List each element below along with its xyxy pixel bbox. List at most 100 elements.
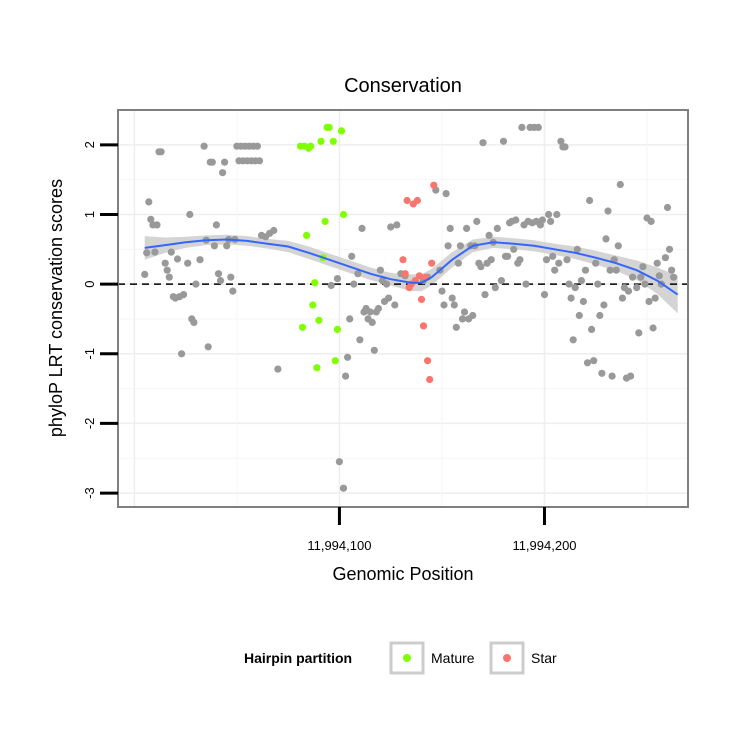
data-point-other: [577, 277, 586, 285]
data-point-other: [374, 304, 382, 313]
data-point-other: [542, 256, 551, 264]
data-point-other: [145, 198, 153, 206]
plot-border: [117, 109, 689, 508]
data-point-other: [438, 287, 446, 295]
data-point-other: [446, 224, 454, 232]
data-point-other: [212, 221, 220, 229]
data-point-other: [385, 294, 393, 302]
data-point-other: [165, 273, 173, 281]
data-point-other: [637, 273, 645, 281]
data-point-other: [602, 235, 610, 243]
data-point-other: [571, 284, 579, 292]
data-point-other: [553, 210, 561, 219]
y-tick-label: 2: [82, 141, 97, 148]
data-point-other: [651, 294, 659, 302]
data-point-other: [645, 297, 653, 306]
data-point-other: [180, 291, 188, 299]
data-point-mature: [337, 127, 346, 135]
data-point-star: [419, 322, 428, 330]
data-point-other: [208, 158, 216, 166]
data-point-other: [545, 210, 553, 219]
data-point-other: [368, 318, 376, 326]
data-point-other: [350, 280, 358, 288]
data-point-other: [581, 266, 590, 274]
data-point-other: [157, 148, 165, 156]
data-point-other: [477, 263, 485, 271]
data-point-other: [270, 226, 278, 235]
data-point-other: [647, 217, 655, 225]
data-point-mature: [321, 217, 329, 225]
data-point-other: [141, 270, 149, 278]
grid-lines: [118, 110, 688, 507]
x-axis-label: Genomic Position: [332, 564, 473, 584]
data-point-other: [518, 123, 526, 131]
data-point-star: [428, 259, 436, 267]
data-point-other: [186, 210, 194, 219]
data-point-other: [383, 280, 391, 288]
data-point-mature: [311, 279, 319, 287]
data-point-other: [204, 343, 212, 351]
data-point-other: [557, 137, 565, 145]
legend: Hairpin partition Mature Star: [244, 641, 557, 675]
data-point-other: [649, 324, 657, 332]
data-point-other: [216, 277, 225, 285]
data-point-other: [387, 223, 395, 231]
data-point-star: [417, 295, 426, 303]
data-point-other: [450, 301, 458, 309]
data-point-other: [586, 196, 594, 205]
data-point-other: [627, 372, 635, 380]
data-point-other: [497, 277, 505, 285]
data-point-star: [430, 181, 438, 189]
data-point-other: [510, 245, 518, 253]
data-point-other: [612, 266, 620, 274]
data-point-other: [485, 231, 493, 239]
legend-key-mature: [389, 641, 425, 675]
data-point-other: [588, 325, 596, 333]
data-point-other: [173, 255, 182, 263]
data-point-star: [426, 375, 434, 384]
data-point-mature: [309, 301, 317, 309]
data-point-other: [391, 301, 399, 309]
data-point-mature: [333, 325, 341, 333]
legend-key-star: [489, 641, 525, 675]
data-point-other: [184, 259, 192, 267]
data-point-other: [633, 284, 641, 292]
data-point-other: [153, 221, 161, 229]
data-point-other: [629, 273, 637, 281]
data-point-other: [448, 294, 456, 302]
data-point-other: [327, 281, 335, 290]
data-point-other: [214, 270, 223, 278]
data-point-other: [563, 256, 571, 264]
series-mature: [296, 123, 348, 372]
chart-title: Conservation: [344, 75, 462, 97]
data-point-mature: [298, 323, 307, 331]
data-point-other: [618, 294, 627, 302]
data-point-other: [356, 336, 364, 344]
legend-label-star: Star: [531, 650, 557, 666]
x-axis: 11,994,100 11,994,200: [307, 507, 577, 553]
legend-title: Hairpin partition: [244, 650, 352, 666]
data-point-other: [463, 224, 471, 232]
data-point-star: [401, 270, 409, 278]
plot-panel: [118, 110, 688, 507]
data-point-other: [342, 372, 350, 380]
data-point-other: [598, 369, 606, 377]
data-point-other: [614, 242, 622, 250]
smooth-line-layer: [144, 238, 679, 296]
data-point-other: [210, 242, 218, 250]
data-point-other: [200, 142, 208, 150]
data-point-other: [596, 311, 604, 320]
data-point-other: [255, 157, 264, 165]
data-point-other: [516, 256, 524, 264]
data-point-other: [143, 249, 151, 257]
data-point-other: [606, 266, 614, 274]
data-point-other: [456, 242, 464, 250]
data-point-mature: [307, 142, 315, 150]
data-point-other: [253, 142, 261, 150]
y-axis-label: phyloP LRT conservation scores: [46, 179, 66, 437]
points-layer: [141, 123, 678, 492]
data-point-other: [668, 266, 676, 274]
data-point-other: [469, 311, 477, 320]
data-point-other: [454, 259, 462, 267]
data-point-other: [344, 353, 352, 361]
